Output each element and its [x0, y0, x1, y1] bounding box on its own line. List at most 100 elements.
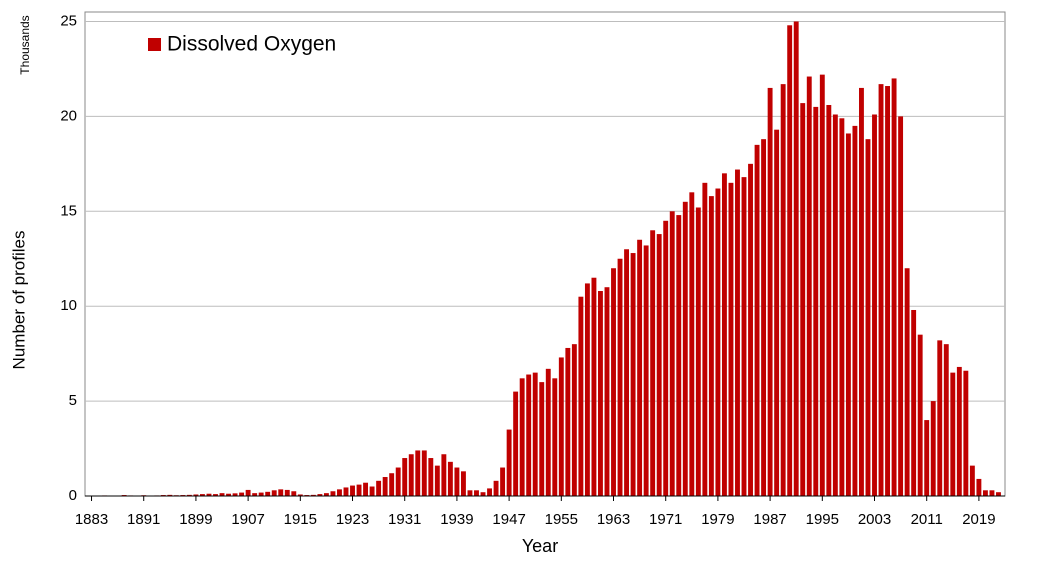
bar: [474, 490, 479, 496]
bar: [271, 490, 277, 496]
bar: [526, 374, 532, 496]
x-tick-label: 1971: [649, 511, 682, 528]
bar: [317, 494, 323, 496]
y-tick-label: 20: [60, 107, 77, 124]
bar: [232, 493, 238, 496]
bar: [996, 492, 1001, 496]
bar: [930, 401, 936, 496]
bar: [708, 196, 714, 496]
bar: [219, 493, 225, 496]
bar: [630, 253, 636, 496]
bar: [839, 118, 845, 497]
bar: [598, 291, 603, 496]
legend-label: Dissolved Oxygen: [167, 33, 336, 56]
bar: [806, 76, 812, 497]
bar: [363, 482, 369, 496]
bar: [532, 372, 538, 496]
bar: [637, 239, 643, 496]
bar: [774, 129, 780, 496]
bar: [558, 357, 564, 496]
bar: [650, 230, 656, 496]
bar: [487, 488, 492, 496]
bar: [728, 182, 734, 496]
bar: [924, 420, 930, 496]
bar: [480, 492, 486, 496]
bar: [872, 114, 877, 497]
x-axis-label: Year: [522, 536, 558, 556]
x-tick-label: 1979: [701, 511, 734, 528]
bar: [735, 169, 740, 496]
x-tick-label: 1963: [597, 511, 630, 528]
y-tick-label: 10: [60, 297, 77, 314]
bar: [460, 471, 466, 496]
bar: [343, 487, 349, 496]
bar: [689, 192, 695, 496]
bar: [584, 283, 590, 496]
bar: [669, 211, 675, 496]
bar: [898, 116, 904, 497]
bar: [878, 84, 884, 496]
y-tick-label: 15: [60, 202, 77, 219]
y-tick-label: 25: [60, 12, 77, 29]
bar: [330, 491, 336, 496]
bar: [800, 103, 806, 496]
bar: [826, 105, 832, 497]
bar: [506, 429, 512, 496]
bar: [852, 125, 858, 496]
bar: [395, 467, 401, 496]
bar: [284, 489, 290, 496]
bar: [611, 268, 616, 496]
bar: [702, 182, 708, 496]
bar: [552, 378, 558, 496]
bar: [787, 25, 793, 496]
bar: [291, 491, 297, 496]
bar: [917, 334, 923, 496]
bar: [402, 458, 408, 496]
bar: [793, 21, 799, 496]
bar: [754, 144, 760, 497]
bar: [278, 489, 284, 496]
bar: [989, 490, 995, 496]
bar: [500, 467, 506, 496]
bar: [663, 220, 669, 497]
bar: [565, 347, 571, 496]
bar: [434, 465, 440, 496]
bar: [545, 368, 551, 496]
bar: [904, 268, 910, 496]
bar: [206, 493, 212, 496]
bar: [741, 177, 747, 497]
bar: [943, 344, 949, 496]
bar: [167, 494, 173, 496]
bar: [656, 234, 662, 496]
bar: [911, 309, 917, 496]
bar: [604, 287, 610, 496]
x-tick-label: 1995: [806, 511, 839, 528]
bar: [513, 391, 519, 496]
bar: [441, 454, 447, 496]
bar: [200, 494, 205, 496]
bar: [617, 258, 623, 496]
x-tick-label: 1899: [179, 511, 212, 528]
bar: [356, 484, 362, 496]
bar: [369, 486, 375, 496]
bar: [721, 173, 727, 497]
bar: [591, 277, 597, 496]
bar: [297, 494, 303, 496]
x-tick-label: 1915: [284, 511, 317, 528]
x-tick-label: 1883: [75, 511, 108, 528]
bar: [382, 477, 388, 496]
x-tick-label: 1987: [753, 511, 786, 528]
bar: [832, 114, 838, 497]
bar: [937, 340, 943, 496]
y-unit: Thousands: [18, 15, 32, 74]
x-tick-label: 1955: [545, 511, 578, 528]
x-tick-label: 1923: [336, 511, 369, 528]
bar: [819, 74, 825, 497]
y-tick-label: 5: [69, 392, 77, 409]
bar: [447, 461, 453, 496]
y-tick-label: 0: [69, 487, 77, 504]
bar: [767, 87, 773, 496]
bar: [982, 490, 988, 496]
